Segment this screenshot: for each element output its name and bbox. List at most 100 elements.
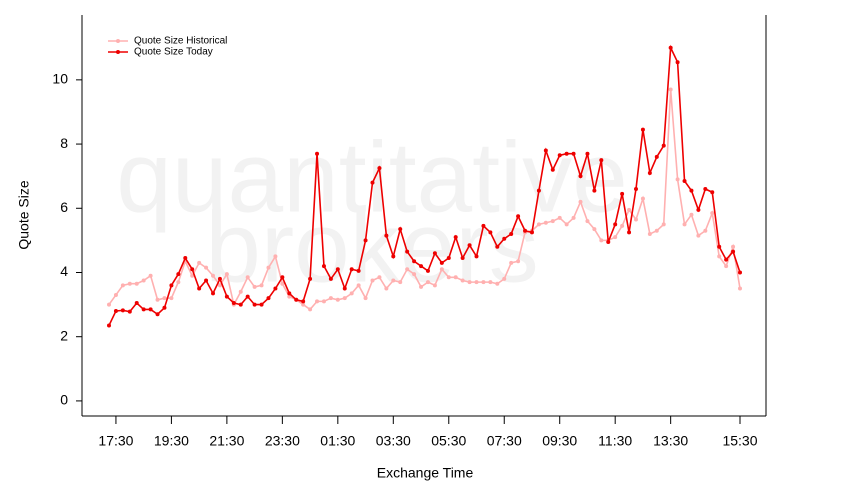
x-tick-label: 11:30 [598, 433, 632, 449]
point [640, 196, 645, 201]
point [259, 302, 264, 307]
point [113, 309, 118, 314]
point [321, 299, 326, 304]
watermark: quantitative [116, 121, 627, 233]
point [523, 228, 528, 233]
point [391, 254, 396, 259]
point [315, 299, 320, 304]
point [356, 268, 361, 273]
point [564, 222, 569, 227]
point [425, 268, 430, 273]
y-tick-label: 8 [60, 135, 68, 151]
point [717, 254, 722, 259]
point [717, 244, 722, 249]
point [308, 307, 313, 312]
point [488, 280, 493, 285]
point [308, 276, 313, 281]
point [495, 244, 500, 249]
point [731, 244, 736, 249]
point [474, 254, 479, 259]
point [238, 289, 243, 294]
point [176, 280, 181, 285]
point [107, 323, 111, 328]
point [738, 286, 742, 291]
point [696, 233, 701, 238]
x-tick-label: 03:30 [376, 433, 411, 449]
point [467, 280, 472, 285]
point [543, 220, 548, 225]
point [273, 286, 278, 291]
point [516, 259, 521, 264]
point [446, 275, 451, 280]
x-tick-label: 09:30 [542, 433, 577, 449]
point [349, 267, 354, 272]
point [148, 273, 153, 278]
point [550, 167, 555, 172]
point [398, 227, 403, 232]
point [169, 283, 174, 288]
point [633, 187, 638, 192]
point [266, 296, 271, 301]
point [301, 302, 306, 307]
y-tick-label: 0 [60, 392, 68, 408]
point [654, 154, 659, 159]
point [412, 259, 417, 264]
point [571, 215, 576, 220]
x-tick-label: 15:30 [722, 433, 757, 449]
point [495, 281, 500, 286]
point [682, 178, 687, 183]
point [627, 230, 632, 235]
point [432, 283, 437, 288]
point [446, 256, 451, 261]
point [356, 283, 361, 288]
point [363, 238, 368, 243]
point [557, 153, 562, 158]
point [675, 60, 680, 65]
point [536, 188, 541, 193]
point [502, 276, 507, 281]
x-axis-label: Exchange Time [377, 465, 474, 481]
point [661, 143, 666, 148]
point [328, 276, 333, 281]
y-axis-label: Quote Size [16, 180, 32, 249]
point [377, 275, 382, 280]
point [162, 296, 167, 301]
series-line [108, 44, 741, 326]
point [287, 294, 292, 299]
point [564, 151, 569, 156]
point [224, 294, 229, 299]
point [301, 299, 306, 304]
point [661, 222, 666, 227]
point [481, 280, 486, 285]
point [633, 217, 638, 222]
x-tick-label: 17:30 [98, 433, 133, 449]
point [592, 227, 597, 232]
point [370, 180, 375, 185]
point [141, 278, 146, 283]
point [245, 294, 250, 299]
point [599, 238, 604, 243]
point [127, 281, 132, 286]
point [405, 249, 410, 254]
point [197, 286, 202, 291]
point [675, 177, 680, 182]
point [668, 87, 673, 92]
point [252, 302, 257, 307]
y-tick-label: 2 [60, 327, 68, 343]
point [169, 296, 174, 301]
point [363, 296, 368, 301]
point [731, 249, 736, 254]
point [647, 231, 652, 236]
point [439, 260, 444, 265]
point [280, 281, 285, 286]
point [127, 309, 132, 314]
point [647, 170, 652, 175]
point [529, 230, 534, 235]
point [384, 233, 389, 238]
point [453, 235, 458, 240]
point [155, 312, 160, 317]
point [592, 188, 597, 193]
point [273, 254, 278, 259]
point [620, 223, 625, 228]
point [710, 211, 715, 216]
